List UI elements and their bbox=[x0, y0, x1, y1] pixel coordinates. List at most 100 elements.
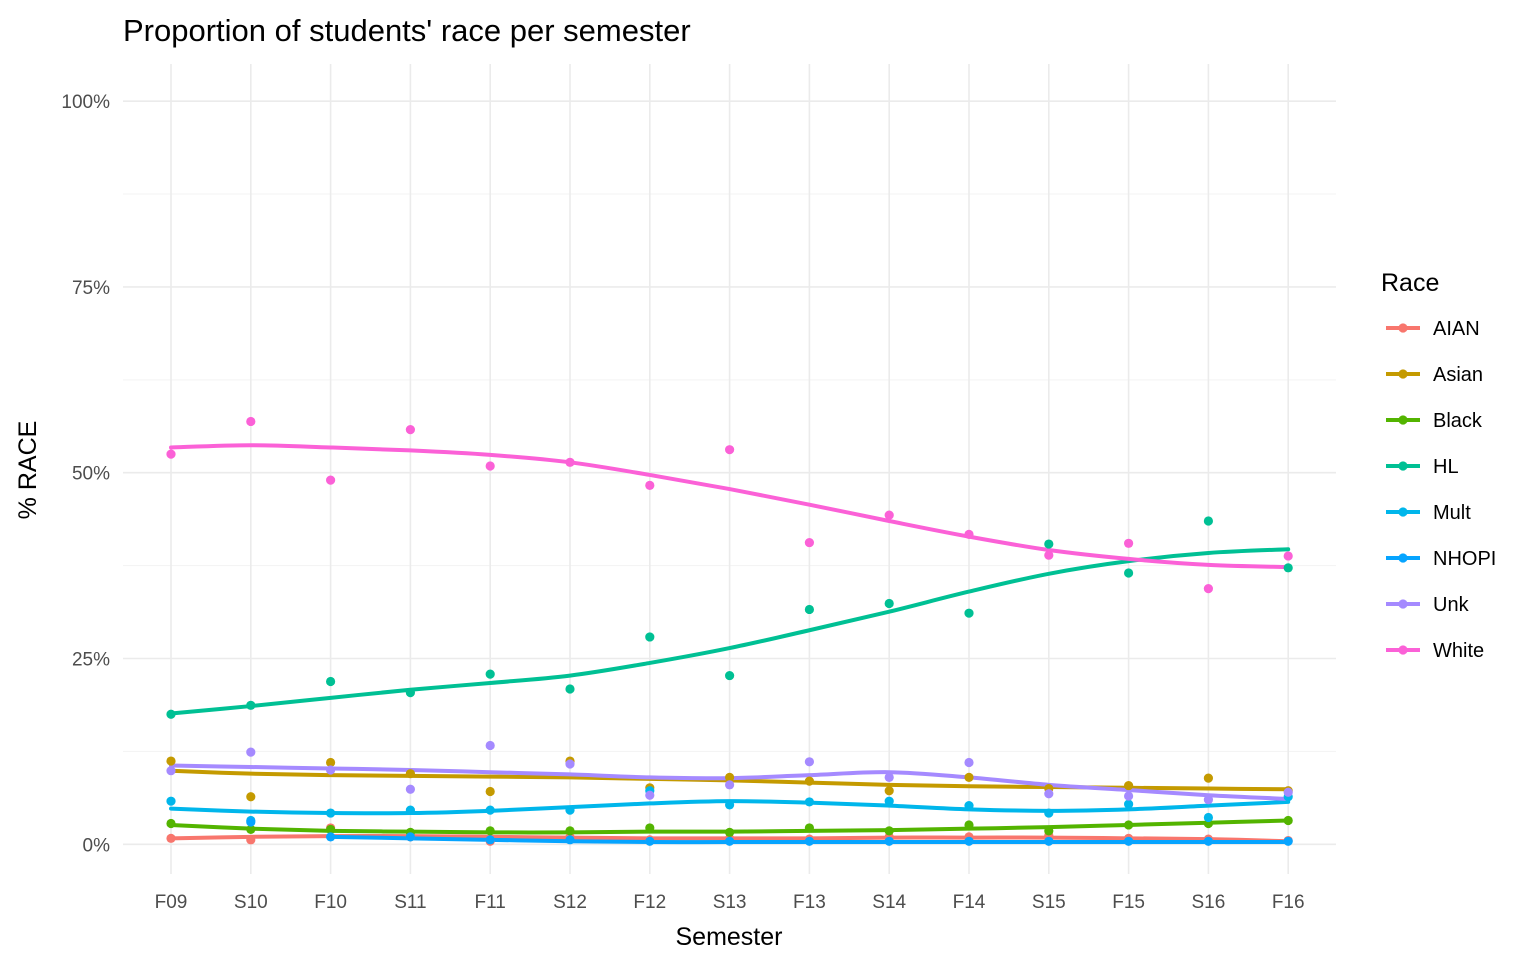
legend-item-asian: Asian bbox=[1386, 364, 1483, 386]
legend-item-aian: AIAN bbox=[1386, 318, 1480, 340]
legend-key-point bbox=[1398, 369, 1408, 379]
x-tick-label: F11 bbox=[475, 892, 506, 913]
legend-key-point bbox=[1398, 461, 1408, 471]
chart-title: Proportion of students' race per semeste… bbox=[123, 13, 691, 48]
point-nhopi bbox=[1203, 836, 1213, 846]
point-mult bbox=[405, 805, 415, 815]
point-white bbox=[1203, 584, 1213, 594]
point-unk bbox=[1124, 791, 1134, 801]
point-mult bbox=[804, 797, 815, 807]
x-tick-label: S14 bbox=[872, 892, 906, 913]
point-unk bbox=[166, 766, 176, 776]
point-asian bbox=[405, 769, 415, 779]
point-black bbox=[645, 823, 655, 833]
point-black bbox=[884, 826, 894, 836]
point-white bbox=[884, 510, 894, 520]
point-asian bbox=[884, 786, 894, 796]
legend-key-point bbox=[1398, 507, 1408, 517]
point-black bbox=[246, 824, 256, 835]
point-nhopi bbox=[645, 836, 655, 846]
legend-label: Black bbox=[1433, 410, 1483, 432]
legend-item-unk: Unk bbox=[1386, 594, 1470, 616]
point-asian bbox=[166, 756, 176, 766]
point-black bbox=[326, 824, 336, 835]
point-unk bbox=[1283, 787, 1293, 797]
legend-label: Asian bbox=[1433, 364, 1483, 386]
point-nhopi bbox=[246, 817, 256, 827]
y-axis-ticks: 0% 25% 50% 75% 100% bbox=[61, 92, 110, 856]
x-tick-label: S10 bbox=[234, 892, 268, 913]
point-unk bbox=[884, 772, 894, 782]
point-white bbox=[565, 457, 575, 467]
point-asian bbox=[725, 772, 735, 782]
legend-key-point bbox=[1398, 323, 1408, 333]
point-aian bbox=[166, 833, 176, 843]
y-tick-label: 0% bbox=[83, 835, 111, 856]
data-points bbox=[166, 416, 1293, 846]
point-nhopi bbox=[485, 835, 495, 845]
point-unk bbox=[964, 757, 974, 768]
point-nhopi bbox=[964, 836, 974, 846]
legend-item-nhopi: NHOPI bbox=[1386, 548, 1496, 570]
point-mult bbox=[166, 796, 176, 806]
x-tick-label: F09 bbox=[155, 892, 188, 913]
point-nhopi bbox=[1044, 836, 1054, 846]
point-black bbox=[1124, 820, 1134, 830]
point-white bbox=[1044, 550, 1054, 560]
point-black bbox=[166, 818, 176, 829]
y-tick-label: 25% bbox=[72, 649, 110, 670]
point-white bbox=[326, 475, 336, 485]
point-hl bbox=[964, 608, 974, 618]
point-nhopi bbox=[725, 836, 735, 846]
point-hl bbox=[1044, 539, 1054, 549]
legend-label: White bbox=[1433, 640, 1484, 662]
smooth-line-white bbox=[169, 443, 1291, 570]
point-asian bbox=[246, 792, 256, 802]
point-mult bbox=[565, 805, 575, 815]
x-axis-ticks: F09 S10 F10 S11 F11 S12 F12 S13 F13 S14 F14 S15 F15 S… bbox=[155, 892, 1305, 913]
point-white bbox=[725, 445, 735, 455]
legend: Race AIAN Asian Black HL Mult NHOPI Unk White bbox=[1381, 269, 1496, 662]
legend-label: Unk bbox=[1433, 594, 1470, 616]
point-unk bbox=[485, 740, 495, 751]
point-unk bbox=[1044, 789, 1054, 799]
point-hl bbox=[565, 684, 575, 694]
legend-item-mult: Mult bbox=[1386, 502, 1471, 524]
x-tick-label: F13 bbox=[793, 892, 826, 913]
legend-label: NHOPI bbox=[1433, 548, 1496, 570]
x-tick-label: F12 bbox=[633, 892, 666, 913]
point-white bbox=[804, 537, 815, 548]
point-nhopi bbox=[405, 832, 415, 842]
point-hl bbox=[1283, 563, 1293, 573]
point-mult bbox=[485, 805, 495, 815]
point-mult bbox=[884, 796, 894, 806]
point-hl bbox=[1124, 568, 1134, 578]
point-unk bbox=[565, 759, 575, 769]
legend-key-point bbox=[1398, 415, 1408, 425]
point-hl bbox=[1203, 516, 1213, 526]
legend-key-point bbox=[1398, 553, 1408, 563]
point-hl bbox=[884, 598, 894, 609]
point-black bbox=[804, 823, 815, 833]
point-black bbox=[565, 826, 575, 836]
y-axis-title: % RACE bbox=[14, 421, 42, 520]
x-tick-label: S12 bbox=[553, 892, 587, 913]
point-unk bbox=[804, 757, 815, 767]
point-white bbox=[645, 480, 655, 490]
point-nhopi bbox=[565, 835, 575, 845]
point-black bbox=[1283, 815, 1293, 826]
point-hl bbox=[246, 700, 256, 710]
point-white bbox=[485, 461, 495, 471]
point-asian bbox=[326, 757, 336, 768]
legend-key-point bbox=[1398, 599, 1408, 609]
x-tick-label: F14 bbox=[953, 892, 986, 913]
x-tick-label: S16 bbox=[1191, 892, 1225, 913]
point-nhopi bbox=[1124, 836, 1134, 846]
point-unk bbox=[1203, 795, 1213, 805]
smooth-line-hl bbox=[169, 547, 1291, 716]
grid-major-lines bbox=[123, 64, 1336, 874]
point-white bbox=[964, 529, 974, 539]
x-tick-label: F10 bbox=[314, 892, 347, 913]
y-tick-label: 50% bbox=[72, 464, 110, 485]
